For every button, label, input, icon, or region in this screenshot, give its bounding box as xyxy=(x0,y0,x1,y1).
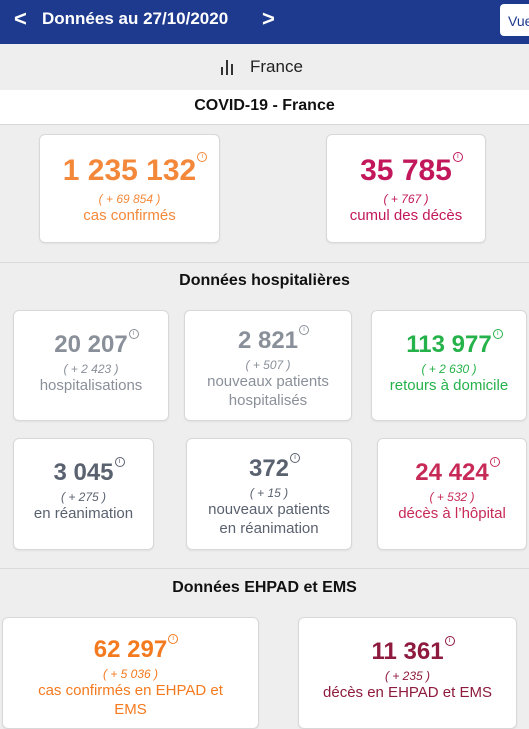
divider xyxy=(0,262,529,263)
ehpad-section-title: Données EHPAD et EMS xyxy=(172,579,357,596)
overview-title: COVID-19 - France xyxy=(194,97,335,114)
stat-label: hospitalisations xyxy=(39,377,143,394)
date-title: Données au 27/10/2020 xyxy=(42,9,229,28)
stat-value: 2 821 i xyxy=(238,325,310,353)
stat-value: 3 045 i xyxy=(53,457,125,485)
hospital-section-title: Données hospitalières xyxy=(179,272,350,289)
stat-label: cas confirmés en EHPAD et xyxy=(38,682,223,699)
stat-label: nouveaux patients xyxy=(207,373,329,390)
info-icon[interactable]: i xyxy=(492,329,503,339)
info-icon[interactable]: i xyxy=(114,457,125,467)
info-icon[interactable]: i xyxy=(128,329,139,339)
info-icon[interactable]: i xyxy=(197,152,208,162)
top-bar: < Données au 27/10/2020 > Vue xyxy=(0,0,529,44)
stat-value: 24 424 i xyxy=(415,457,500,485)
stat-delta: ( + 507 ) xyxy=(245,358,291,372)
country-selector[interactable]: France xyxy=(0,48,529,86)
stat-label: hospitalisés xyxy=(228,392,308,409)
stat-delta: ( + 767 ) xyxy=(383,192,429,206)
stat-value: 62 297 i xyxy=(94,634,179,662)
stat-label: retours à domicile xyxy=(389,377,509,394)
country-label: France xyxy=(250,57,303,76)
stat-value: 1 235 132 i xyxy=(63,152,208,186)
stat-value: 372 i xyxy=(249,453,301,481)
info-icon[interactable]: i xyxy=(444,636,455,646)
stat-value: 11 361 i xyxy=(371,636,455,664)
stat-delta: ( + 69 854 ) xyxy=(98,192,161,206)
info-icon[interactable]: i xyxy=(290,453,301,463)
info-icon[interactable]: i xyxy=(168,634,179,644)
stat-delta: ( + 532 ) xyxy=(429,490,475,504)
stat-label: décès en EHPAD et EMS xyxy=(323,684,492,701)
confirmed-cases-card[interactable]: 1 235 132 i ( + 69 854 ) cas confirmés xyxy=(39,134,220,243)
total-deaths-card[interactable]: 35 785 i ( + 767 ) cumul des décès xyxy=(326,134,486,243)
stat-delta: ( + 235 ) xyxy=(384,669,431,683)
stat-delta: ( + 5 036 ) xyxy=(102,667,159,681)
stat-label: en réanimation xyxy=(219,520,319,537)
stat-value: 113 977 i xyxy=(406,329,503,357)
stat-label: en réanimation xyxy=(33,505,134,522)
stat-value: 20 207 i xyxy=(54,329,139,357)
stat-delta: ( + 2 423 ) xyxy=(63,362,119,376)
hospitalizations-card[interactable]: 20 207 i ( + 2 423 ) hospitalisations xyxy=(13,310,169,421)
icu-card[interactable]: 3 045 i ( + 275 ) en réanimation xyxy=(13,438,154,550)
chevron-right-icon[interactable]: > xyxy=(262,6,275,31)
divider xyxy=(0,124,529,125)
returns-home-card[interactable]: 113 977 i ( + 2 630 ) retours à domicile xyxy=(371,310,527,421)
hospital-deaths-card[interactable]: 24 424 i ( + 532 ) décès à l’hôpital xyxy=(377,438,527,550)
divider xyxy=(0,568,529,569)
chevron-left-icon[interactable]: < xyxy=(14,6,27,31)
stat-label: décès à l’hôpital xyxy=(398,505,506,522)
stat-label: EMS xyxy=(114,701,147,718)
new-icu-card[interactable]: 372 i ( + 15 ) nouveaux patients en réani… xyxy=(186,438,352,550)
info-icon[interactable]: i xyxy=(489,457,500,467)
stat-label: cumul des décès xyxy=(349,207,463,224)
info-icon[interactable]: i xyxy=(299,325,310,335)
stat-delta: ( + 2 630 ) xyxy=(421,362,477,376)
bar-chart-icon xyxy=(221,59,237,75)
overview-title-band xyxy=(0,90,529,124)
ehpad-deaths-card[interactable]: 11 361 i ( + 235 ) décès en EHPAD et EMS xyxy=(298,617,517,729)
ehpad-cases-card[interactable]: 62 297 i ( + 5 036 ) cas confirmés en EHP… xyxy=(2,617,259,729)
info-icon[interactable]: i xyxy=(452,152,463,162)
stat-delta: ( + 275 ) xyxy=(60,490,107,504)
new-hospitalized-card[interactable]: 2 821 i ( + 507 ) nouveaux patients hospi… xyxy=(184,310,352,421)
stat-delta: ( + 15 ) xyxy=(249,486,289,500)
view-button[interactable]: Vue xyxy=(500,4,529,36)
stat-value: 35 785 i xyxy=(360,152,463,186)
stat-label: cas confirmés xyxy=(83,207,176,224)
stat-label: nouveaux patients xyxy=(208,501,330,518)
